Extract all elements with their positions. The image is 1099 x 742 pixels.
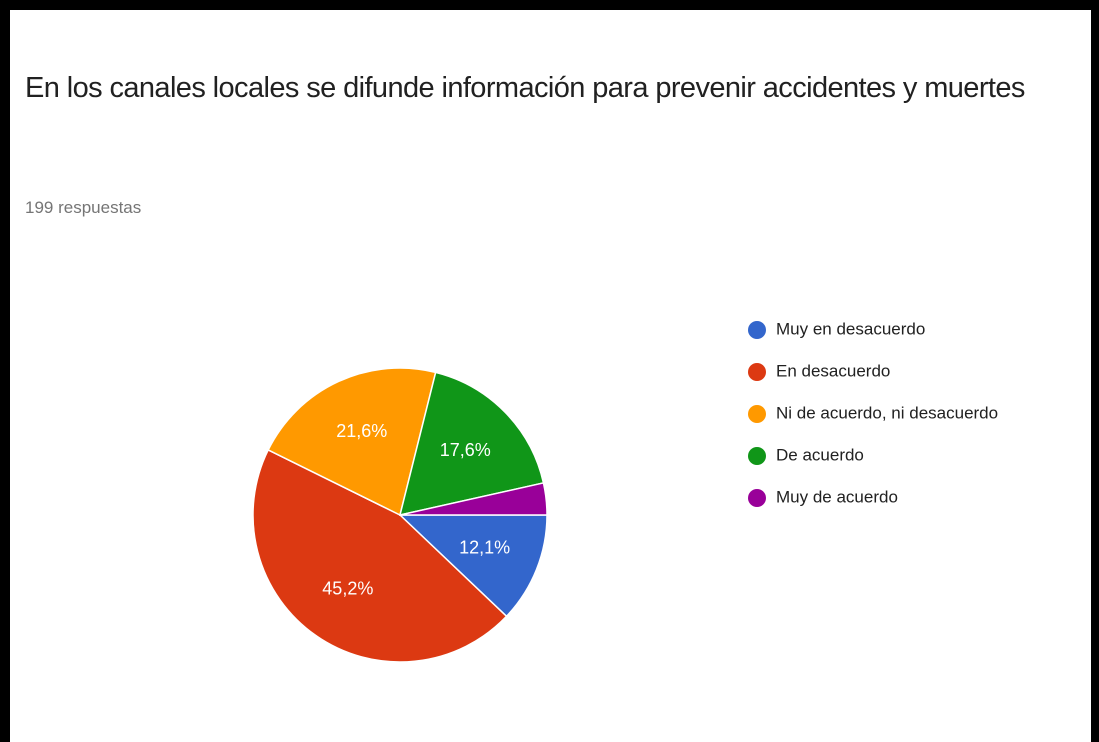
pie-slice	[399, 482, 548, 516]
pie-slice	[252, 448, 508, 663]
legend-label: De acuerdo	[776, 445, 864, 464]
legend-label: Muy en desacuerdo	[776, 319, 925, 338]
pie-slice	[267, 367, 437, 517]
slice-label: 17,6%	[440, 440, 491, 460]
pie-slice	[398, 371, 545, 516]
slice-label: 45,2%	[322, 578, 373, 598]
legend-swatch	[748, 321, 766, 339]
legend-swatch	[748, 363, 766, 381]
chart-subtitle: 199 respuestas	[25, 198, 142, 217]
slice-label: 21,6%	[336, 421, 387, 441]
legend-label: Ni de acuerdo, ni desacuerdo	[776, 403, 998, 422]
legend-label: Muy de acuerdo	[776, 487, 898, 506]
legend-label: En desacuerdo	[776, 361, 890, 380]
legend-swatch	[748, 405, 766, 423]
legend-swatch	[748, 489, 766, 507]
slice-label: 12,1%	[459, 538, 510, 558]
legend-swatch	[748, 447, 766, 465]
pie-slice	[398, 514, 548, 618]
chart-title: En los canales locales se difunde inform…	[25, 72, 1025, 104]
